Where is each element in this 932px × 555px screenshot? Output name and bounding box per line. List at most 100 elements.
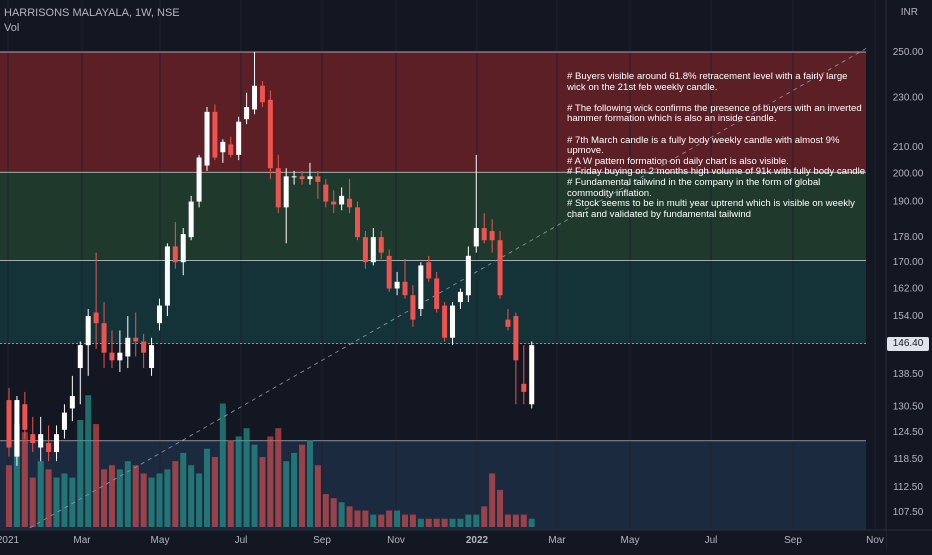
price-tick-label: 230.00 (893, 92, 924, 103)
resistance-zone (0, 52, 866, 173)
candle-body (141, 341, 147, 353)
price-tick-label: 178.00 (893, 232, 924, 243)
candle-body (386, 255, 392, 289)
candle (465, 246, 471, 303)
volume-bar (473, 514, 480, 527)
candle (521, 345, 527, 405)
candle-body (85, 316, 91, 346)
volume-bar (219, 403, 226, 527)
price-axis-bg (886, 0, 932, 550)
candle-body (394, 281, 400, 289)
candle (252, 52, 258, 115)
candle-body (465, 255, 471, 296)
candle-body (180, 234, 186, 263)
symbol-title[interactable]: HARRISONS MALAYALA, 1W, NSE (4, 7, 180, 19)
time-tick-label: May (621, 535, 640, 546)
volume-bar (140, 473, 147, 527)
candle-body (323, 184, 329, 202)
volume-bar (243, 428, 250, 527)
candle-body (196, 157, 202, 202)
candle (69, 375, 75, 422)
candle-body (497, 240, 503, 296)
candle (149, 337, 155, 376)
candle-body (410, 295, 416, 320)
candle-body (259, 85, 265, 103)
candle-body (109, 352, 115, 361)
volume-bar (156, 473, 163, 527)
volume-bar (251, 444, 258, 527)
price-tick-label: 124.50 (893, 427, 924, 438)
candle (212, 104, 218, 161)
candle-body (434, 278, 440, 310)
price-tick-label: 130.50 (893, 401, 924, 412)
candle (402, 259, 408, 299)
candle (30, 416, 36, 453)
candle (54, 425, 60, 462)
candle (513, 312, 519, 405)
candle (204, 107, 210, 171)
candle-body (275, 168, 281, 208)
candle-body (252, 85, 258, 110)
volume-bar (101, 469, 108, 527)
volume-bar (394, 510, 401, 527)
candle (117, 330, 123, 372)
candle (61, 404, 67, 439)
volume-bar (402, 514, 408, 527)
volume-bar (299, 444, 306, 527)
time-tick-label: Nov (387, 535, 405, 546)
candle-body (14, 400, 20, 457)
candle (386, 249, 392, 292)
candle (156, 298, 162, 331)
currency-label[interactable]: INR (900, 7, 918, 18)
candle-body (418, 265, 424, 310)
volume-bar (37, 461, 44, 527)
candle (442, 302, 448, 342)
candle-body (370, 237, 376, 263)
volume-bar (21, 432, 28, 527)
candle (331, 190, 337, 214)
price-tick-label: 250.00 (893, 47, 924, 58)
volume-bar (116, 469, 123, 527)
time-tick-label: Jul (235, 535, 248, 546)
price-tick-label: 118.50 (893, 454, 923, 465)
candle-body (133, 337, 139, 342)
candle-body (339, 195, 345, 205)
candle-body (402, 281, 408, 296)
price-tick-label: 154.00 (893, 311, 924, 322)
volume-bar (164, 469, 171, 527)
volume-bar (93, 424, 100, 527)
candle (378, 231, 384, 260)
volume-bar (354, 510, 361, 527)
volume-bar (322, 494, 329, 527)
candle (85, 309, 91, 376)
candle (101, 302, 107, 369)
price-tick-label: 107.50 (893, 507, 924, 518)
volume-bar (520, 514, 527, 527)
volume-bar (330, 498, 337, 527)
candle-body (457, 291, 463, 303)
candle (236, 116, 242, 161)
volume-bar (362, 510, 369, 527)
candle (315, 170, 321, 199)
candle-body (299, 176, 305, 180)
candle-body (481, 228, 487, 241)
volume-bar (204, 448, 210, 527)
candle-body (307, 176, 313, 180)
candle-body (354, 207, 360, 238)
candle-body (220, 141, 226, 153)
candle (529, 341, 535, 409)
price-tick-label: 162.00 (893, 283, 924, 294)
candle-body (38, 434, 44, 448)
candle-body (362, 237, 368, 263)
candle-body (267, 99, 273, 169)
candle (22, 391, 28, 439)
candle (354, 201, 360, 241)
candle-body (164, 246, 170, 306)
price-tick-label: 170.00 (893, 257, 924, 268)
volume-bar (267, 436, 274, 527)
candle (93, 252, 99, 349)
candle (164, 243, 170, 317)
volume-bar (275, 428, 282, 527)
